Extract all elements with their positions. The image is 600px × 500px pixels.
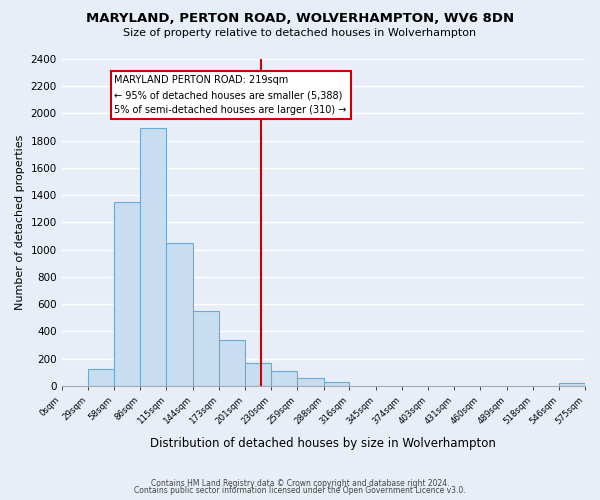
Bar (271, 371, 298, 386)
Text: Size of property relative to detached houses in Wolverhampton: Size of property relative to detached ho… (124, 28, 476, 38)
Bar (298, 378, 324, 386)
Bar (166, 243, 193, 386)
Text: Contains HM Land Registry data © Crown copyright and database right 2024.: Contains HM Land Registry data © Crown c… (151, 478, 449, 488)
Text: MARYLAND, PERTON ROAD, WOLVERHAMPTON, WV6 8DN: MARYLAND, PERTON ROAD, WOLVERHAMPTON, WV… (86, 12, 514, 26)
X-axis label: Distribution of detached houses by size in Wolverhampton: Distribution of detached houses by size … (151, 437, 496, 450)
Bar (219, 340, 245, 386)
Bar (193, 311, 219, 386)
Bar (88, 369, 115, 386)
Text: Contains public sector information licensed under the Open Government Licence v3: Contains public sector information licen… (134, 486, 466, 495)
Y-axis label: Number of detached properties: Number of detached properties (15, 134, 25, 310)
Bar (559, 383, 585, 386)
Bar (115, 202, 140, 386)
Bar (140, 128, 166, 386)
Bar (324, 382, 349, 386)
Bar (245, 364, 271, 386)
Text: MARYLAND PERTON ROAD: 219sqm
← 95% of detached houses are smaller (5,388)
5% of : MARYLAND PERTON ROAD: 219sqm ← 95% of de… (115, 76, 347, 115)
